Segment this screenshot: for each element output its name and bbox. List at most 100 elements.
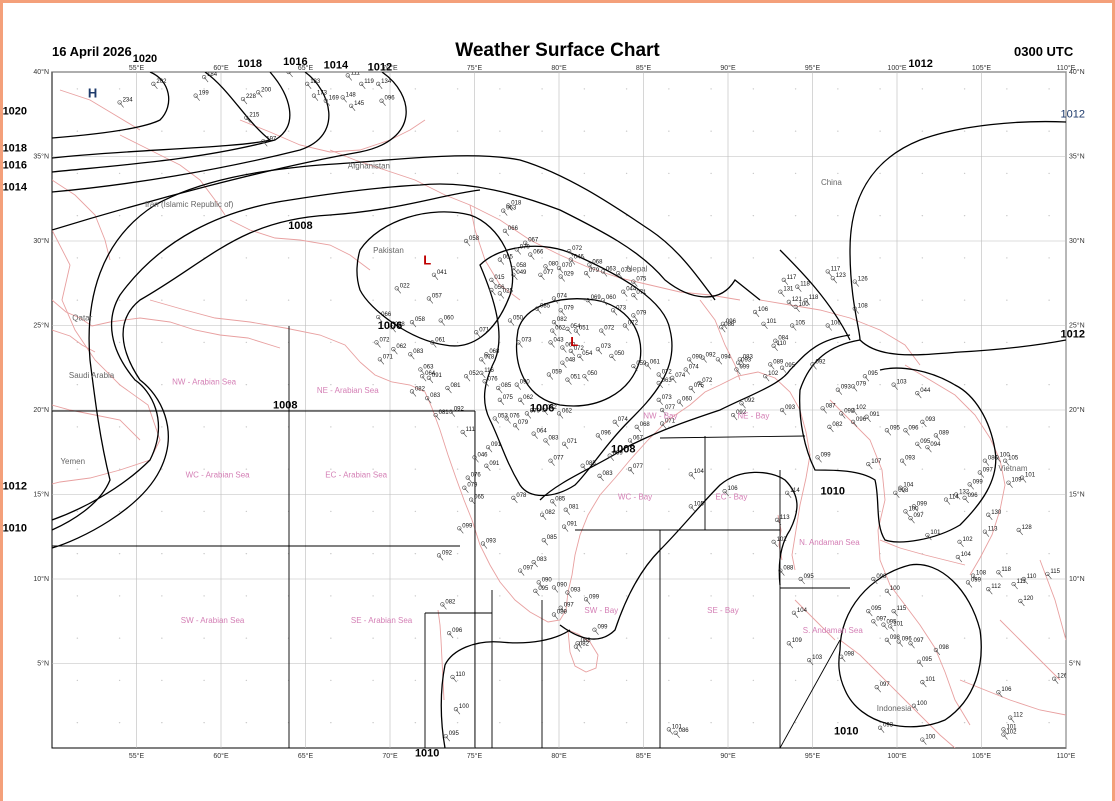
station-plot[interactable]: 071 [474,327,490,338]
station-plot[interactable]: 074 [612,417,628,428]
station-plot[interactable]: 197 [261,136,277,147]
station-plot[interactable]: 086 [719,322,735,333]
station-plot[interactable]: 099 [734,364,750,375]
station-plot[interactable]: 076 [465,473,481,483]
station-plot[interactable]: 095 [862,371,879,382]
station-plot[interactable]: 095 [916,657,933,667]
station-plot[interactable]: 111 [1011,579,1027,590]
station-plot[interactable]: 096 [850,417,867,428]
station-plot[interactable]: 121 [786,297,803,308]
station-plot[interactable]: 092 [810,359,826,370]
station-plot[interactable]: 119 [359,79,374,90]
station-plot[interactable]: 105 [1003,456,1019,466]
station-plot[interactable]: 075 [688,383,704,394]
station-plot[interactable]: 099 [583,594,600,605]
station-plot[interactable]: 067 [523,238,539,248]
station-plot[interactable]: 108 [970,571,987,581]
station-plot[interactable]: 113 [982,527,998,537]
station-plot[interactable]: 097 [558,603,574,613]
station-plot[interactable]: 072 [567,246,583,257]
station-plot[interactable]: 131 [778,287,794,297]
station-plot[interactable]: 081 [445,383,461,394]
station-plot[interactable]: 101 [888,621,904,632]
station-plot[interactable]: 071 [561,439,578,449]
station-plot[interactable]: 090 [687,354,703,365]
station-plot[interactable]: 074 [551,293,568,304]
station-plot[interactable]: 185 [286,67,302,78]
station-plot[interactable]: 089 [933,430,950,441]
station-plot[interactable]: 043 [548,337,564,348]
station-plot[interactable]: 104 [955,552,972,563]
station-plot[interactable]: 100 [793,302,809,313]
station-plot[interactable]: 097 [518,566,534,576]
station-plot[interactable]: 105 [688,501,704,512]
station-plot[interactable]: 061 [644,359,661,370]
station-plot[interactable]: 095 [866,606,882,617]
station-plot[interactable]: 118 [795,282,811,292]
station-plot[interactable]: 065 [497,255,514,265]
station-plot[interactable]: 096 [962,493,978,504]
station-plot[interactable]: 083 [543,435,559,446]
station-plot[interactable]: 066 [528,250,544,260]
station-plot[interactable]: 104 [898,483,914,493]
station-plot[interactable]: 095 [779,363,796,373]
station-plot[interactable]: 115 [1045,569,1061,580]
station-plot[interactable]: 102 [850,405,867,416]
station-plot[interactable]: 093 [480,539,497,549]
station-plot[interactable]: 091 [864,412,880,422]
station-plot[interactable]: 018 [506,201,522,211]
station-plot[interactable]: 046 [472,452,488,463]
station-plot[interactable]: 071 [659,419,676,429]
station-plot[interactable]: 104 [791,608,808,618]
station-plot[interactable]: 083 [597,471,613,482]
station-plot[interactable]: 102 [1001,729,1017,740]
station-plot[interactable]: 199 [193,91,209,101]
station-plot[interactable]: 090 [551,582,568,593]
station-plot[interactable]: 123 [830,273,846,284]
station-plot[interactable]: 126 [852,277,868,287]
station-plot[interactable]: 096 [903,425,919,436]
station-plot[interactable]: 025 [497,288,514,299]
station-plot[interactable]: 076 [482,376,498,387]
station-plot[interactable]: 070 [514,244,530,255]
station-plot[interactable]: 066 [376,312,392,323]
station-plot[interactable]: 085 [541,535,557,546]
station-plot[interactable]: 090 [514,380,530,390]
station-plot[interactable]: 105 [790,321,806,331]
station-plot[interactable]: 079 [583,268,600,279]
station-plot[interactable]: 111 [460,427,476,438]
station-plot[interactable]: 097 [871,616,887,627]
station-plot[interactable]: 100 [453,704,470,715]
station-plot[interactable]: 082 [573,642,590,652]
station-plot[interactable]: 116 [479,368,494,379]
station-plot[interactable]: 093 [877,723,894,733]
station-plot[interactable]: 060 [676,397,693,407]
station-plot[interactable]: 074 [683,364,699,375]
station-plot[interactable]: 112 [1008,713,1023,723]
station-plot[interactable]: 059 [546,370,563,380]
station-plot[interactable]: 073 [516,337,532,348]
station-plot[interactable]: 069 [607,451,623,461]
station-plot[interactable]: 088 [575,638,591,649]
station-plot[interactable]: 100 [884,586,901,597]
station-plot[interactable]: 082 [440,599,456,610]
station-plot[interactable]: 093 [779,405,796,416]
station-plot[interactable]: 109 [1006,478,1022,488]
station-plot[interactable]: 097 [977,468,993,478]
station-plot[interactable]: 082 [539,510,556,520]
station-plot[interactable]: 082 [409,386,426,397]
station-plot[interactable]: 062 [541,405,557,416]
station-plot[interactable]: 098 [933,645,950,656]
station-plot[interactable]: 029 [558,271,574,282]
station-plot[interactable]: 079 [512,420,529,431]
station-plot[interactable]: 048 [560,358,576,368]
station-plot[interactable]: 103 [807,655,823,666]
station-plot[interactable]: 099 [815,452,831,463]
station-plot[interactable]: 092 [839,408,855,419]
station-plot[interactable]: 093 [736,358,752,368]
station-plot[interactable]: 106 [996,687,1012,698]
station-plot[interactable]: 095 [884,425,901,436]
station-plot[interactable]: 101 [920,677,936,688]
station-plot[interactable]: 077 [627,464,644,475]
